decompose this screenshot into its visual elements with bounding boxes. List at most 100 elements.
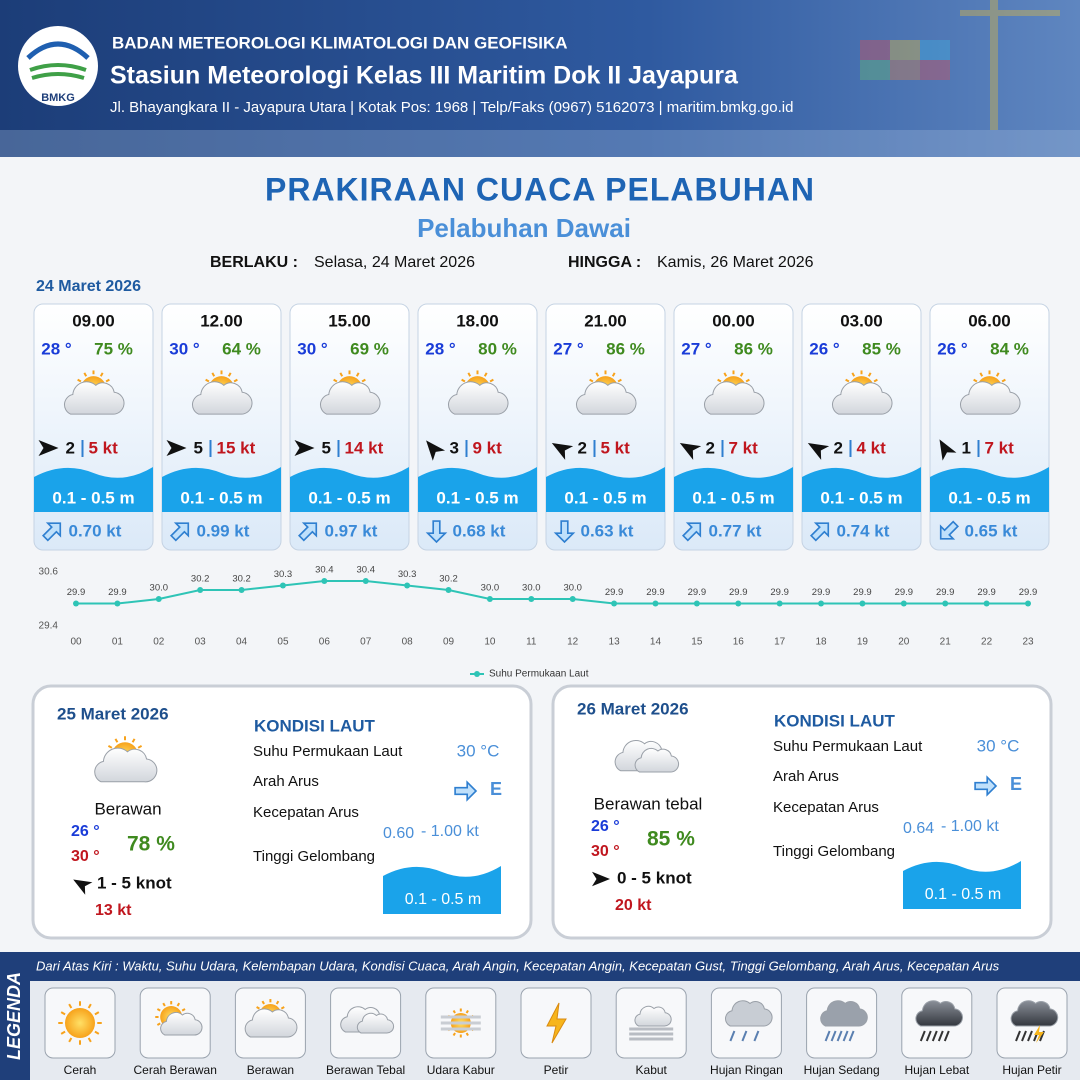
sea-label: Suhu Permukaan Laut (773, 738, 923, 755)
legend-item: Berawan (247, 1063, 294, 1077)
x-tick-label: 11 (526, 637, 537, 648)
value-label: 29.9 (936, 587, 955, 598)
sst-point (155, 596, 162, 602)
legend-desc-band (30, 952, 1080, 981)
rain (943, 1030, 950, 1042)
sst-point (528, 596, 535, 602)
card-temp: 26 ° (937, 339, 968, 358)
card-time: 03.00 (840, 311, 883, 330)
card-temp: 30 ° (169, 339, 200, 358)
value-label: 29.9 (729, 587, 748, 598)
sun-ray (275, 1000, 280, 1005)
cloud (160, 1012, 203, 1036)
value-label: 30.4 (356, 565, 375, 576)
sun-ray (68, 1037, 73, 1043)
x-tick-label: 18 (815, 637, 827, 648)
sun-ray (452, 1009, 456, 1014)
legend-item: Hujan Sedang (804, 1063, 880, 1077)
card-time: 00.00 (712, 311, 755, 330)
value-label: 30.4 (315, 565, 334, 576)
sst-point (859, 600, 866, 607)
rain (937, 1030, 944, 1042)
x-tick-label: 03 (195, 637, 207, 648)
rain (919, 1030, 926, 1042)
agency: BADAN METEOROLOGI KLIMATOLOGI DAN GEOFIS… (112, 33, 568, 52)
sun-ray (717, 378, 722, 383)
x-tick-label: 02 (153, 637, 165, 648)
legend-item: Petir (544, 1063, 569, 1077)
y-tick-label: 30.6 (39, 567, 59, 578)
card-humidity: 69 % (350, 339, 389, 358)
x-tick-label: 05 (277, 637, 289, 648)
sun-ray (205, 378, 210, 383)
value-label: 29.9 (895, 587, 914, 598)
day-current-min: 0.64 (903, 820, 934, 837)
value-label: 29.9 (108, 587, 127, 598)
x-tick-label: 06 (319, 637, 331, 648)
card-wave (930, 467, 1049, 512)
sun-ray (280, 1006, 285, 1010)
legend-item: Udara Kabur (427, 1063, 495, 1077)
rain (729, 1030, 736, 1042)
x-tick-label: 23 (1022, 637, 1034, 648)
wind-arrow (426, 440, 446, 461)
sst-point (404, 582, 411, 589)
sun-ray (60, 1011, 66, 1016)
x-tick-label: 20 (898, 637, 910, 648)
rain (1015, 1030, 1021, 1042)
logo-wave (29, 63, 87, 80)
sun-ray (739, 372, 744, 377)
day-current-max: - 1.00 kt (941, 818, 999, 835)
card-wind: 5 (322, 438, 331, 457)
day-humidity: 78 % (127, 833, 175, 856)
weather-icon (244, 999, 298, 1038)
sst-line (76, 580, 1028, 605)
rain (1027, 1030, 1033, 1042)
legend-item: Hujan Lebat (904, 1063, 969, 1077)
sst-point (652, 600, 659, 607)
sun-ray (137, 744, 143, 749)
cloud (915, 1000, 963, 1027)
sun-ray (176, 1002, 181, 1007)
weather-icon (340, 1006, 395, 1034)
weather-icon (576, 370, 637, 415)
weather-icon (1010, 1000, 1059, 1043)
card-wave (290, 467, 409, 512)
weather-icon (440, 1008, 481, 1038)
x-tick-label: 00 (70, 637, 82, 648)
card-gust: 9 kt (473, 438, 503, 457)
weather-icon (629, 1005, 674, 1041)
sun-ray (867, 372, 872, 377)
sun-ray (589, 378, 594, 383)
sun-ray (156, 1022, 161, 1026)
day-current-dir: E (1010, 774, 1022, 794)
sun-ray (77, 378, 82, 383)
day-wind: 0 - 5 knot (617, 868, 692, 887)
card-wind: 2 (834, 438, 843, 457)
weather-icon (915, 1000, 963, 1042)
card-wave-text: 0.1 - 0.5 m (436, 488, 518, 507)
sun-ray (156, 1008, 161, 1012)
day-current-max: - 1.00 kt (421, 823, 479, 840)
bolt (1034, 1025, 1044, 1043)
value-label: 29.9 (770, 587, 789, 598)
sst-point (486, 596, 493, 602)
sea-heading: KONDISI LAUT (254, 716, 376, 735)
cloud (820, 1000, 868, 1027)
sun-ray (979, 372, 984, 377)
card-current: 0.70 kt (69, 521, 122, 540)
sun-ray (87, 1037, 92, 1043)
weather-icon (820, 1000, 868, 1042)
sun-ray (595, 372, 600, 377)
weather-icon (448, 370, 509, 415)
weather-icon (546, 1002, 567, 1044)
cloud (960, 381, 1021, 415)
wind-arrow (939, 439, 957, 461)
value-label: 29.9 (977, 587, 996, 598)
subtitle: Pelabuhan Dawai (417, 213, 631, 243)
sst-point (900, 600, 907, 607)
card-gust: 5 kt (89, 438, 119, 457)
sun-ray (489, 378, 494, 383)
